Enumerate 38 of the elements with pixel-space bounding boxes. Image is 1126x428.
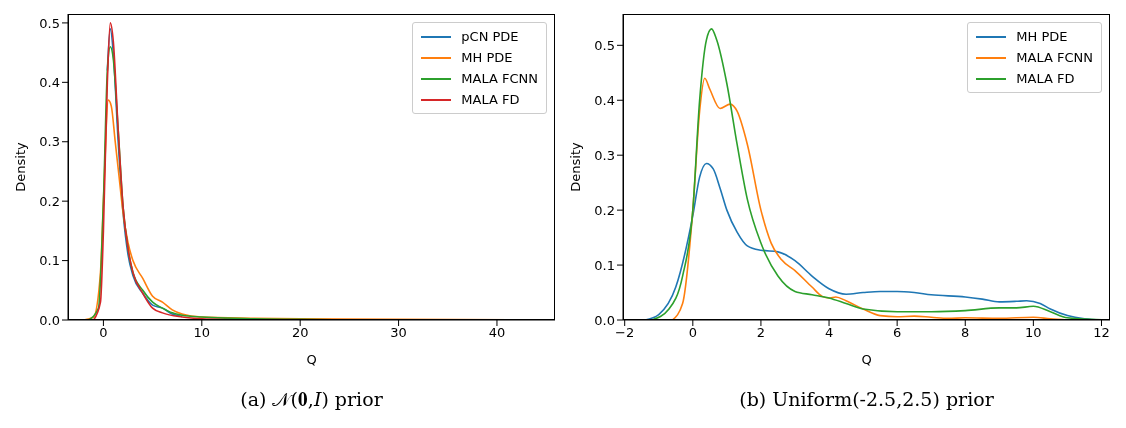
x-tick-label: 30 xyxy=(390,325,407,341)
y-tick-label: 0.1 xyxy=(39,253,60,269)
y-tick-label: 0.5 xyxy=(594,37,615,53)
text: (b) Uniform(-2.5,2.5) prior xyxy=(738,388,995,410)
x-tick-label: 0 xyxy=(688,325,697,341)
legend-label: MALA FD xyxy=(461,92,520,107)
y-tick-label: 0.4 xyxy=(594,92,615,108)
y-tick-label: 0.3 xyxy=(39,134,60,150)
y-tick-label: 0.2 xyxy=(39,193,60,209)
y-tick-label: 0.1 xyxy=(594,257,615,273)
legend-label: MALA FCNN xyxy=(461,71,538,86)
x-tick-label: 10 xyxy=(1025,325,1042,341)
legend-label: MALA FCNN xyxy=(1016,50,1093,65)
x-tick-label: −2 xyxy=(615,325,635,341)
legend-label: MH PDE xyxy=(1016,29,1068,44)
y-tick-label: 0.3 xyxy=(594,147,615,163)
y-axis-title: Density xyxy=(12,141,28,192)
x-tick-label: 20 xyxy=(291,325,309,341)
y-tick-label: 0.0 xyxy=(39,312,60,328)
x-axis-title: Q xyxy=(861,352,872,367)
x-tick-label: 10 xyxy=(193,325,211,341)
y-tick-label: 0.5 xyxy=(39,15,60,31)
x-tick-label: 8 xyxy=(961,325,970,341)
x-tick-label: 40 xyxy=(488,325,506,341)
y-tick-label: 0.0 xyxy=(594,312,615,328)
text: (a) 𝒩(𝟎,𝐼) prior xyxy=(239,388,384,411)
legend-label: MALA FD xyxy=(1016,71,1075,86)
legend-label: MH PDE xyxy=(461,50,513,65)
x-tick-label: 4 xyxy=(824,325,834,341)
y-tick-label: 0.4 xyxy=(39,74,60,90)
x-axis-title: Q xyxy=(306,352,317,367)
x-tick-label: 0 xyxy=(99,325,108,341)
x-tick-label: 12 xyxy=(1093,325,1110,341)
y-tick-label: 0.2 xyxy=(594,202,615,218)
legend-label: pCN PDE xyxy=(461,29,519,44)
x-tick-label: 6 xyxy=(893,325,902,341)
x-tick-label: 2 xyxy=(756,325,766,341)
y-axis-title: Density xyxy=(567,141,583,192)
